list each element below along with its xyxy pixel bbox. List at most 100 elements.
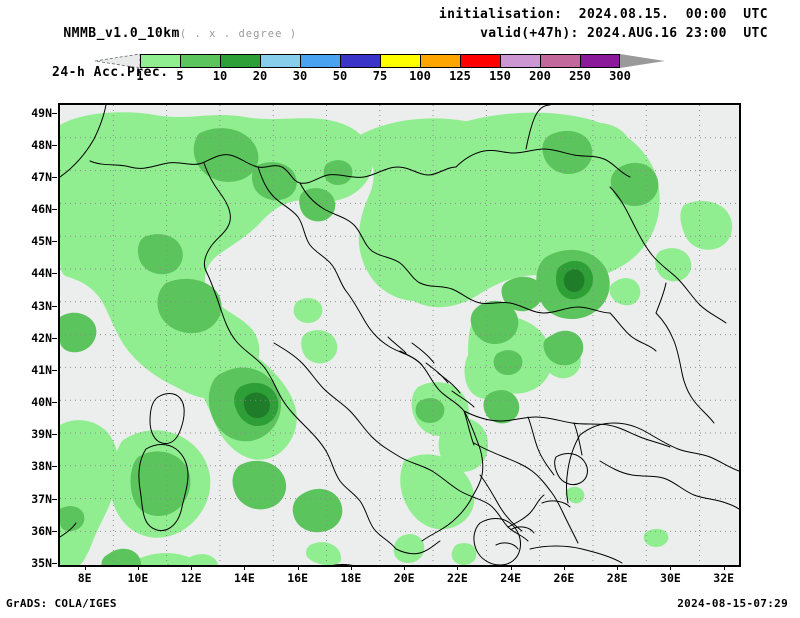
y-axis-tick bbox=[52, 112, 57, 114]
y-axis-tick bbox=[52, 369, 57, 371]
y-axis-tick bbox=[52, 530, 57, 532]
x-axis-tick bbox=[137, 565, 139, 570]
colorbar-tick-200: 200 bbox=[529, 69, 551, 83]
y-axis-tick bbox=[52, 402, 57, 404]
x-axis-tick bbox=[191, 565, 193, 570]
map-gridlines bbox=[60, 105, 739, 565]
colorbar-swatch-125 bbox=[460, 54, 500, 68]
colorbar-swatch-5 bbox=[180, 54, 220, 68]
colorbar-swatch-100 bbox=[420, 54, 460, 68]
colorbar-tick-5: 5 bbox=[176, 69, 184, 83]
y-axis-tick bbox=[52, 176, 57, 178]
colorbar-swatch-200 bbox=[540, 54, 580, 68]
x-axis-tick bbox=[404, 565, 406, 570]
x-axis-tick bbox=[244, 565, 246, 570]
colorbar-tick-250: 250 bbox=[569, 69, 591, 83]
colorbar-tick-150: 150 bbox=[489, 69, 511, 83]
colorbar-swatch-250 bbox=[580, 54, 620, 68]
precip-band-20-30 bbox=[243, 269, 585, 419]
initialisation-time: initialisation: 2024.08.15. 00:00 UTC bbox=[438, 7, 768, 22]
colorbar-swatch-75 bbox=[380, 54, 420, 68]
y-axis-tick bbox=[52, 337, 57, 339]
generation-timestamp: 2024-08-15-07:29 bbox=[677, 597, 788, 610]
x-axis-label-12E: 12E bbox=[180, 571, 202, 585]
x-axis-label-32E: 32E bbox=[713, 571, 735, 585]
colorbar-tick-125: 125 bbox=[449, 69, 471, 83]
y-axis-tick bbox=[52, 209, 57, 211]
colorbar-tick-1: 1 bbox=[136, 69, 144, 83]
colorbar-tick-30: 30 bbox=[292, 69, 308, 83]
x-axis-tick bbox=[84, 565, 86, 570]
grads-source-label: GrADS: COLA/IGES bbox=[6, 597, 117, 610]
y-axis-label-43N: 43N bbox=[31, 298, 52, 313]
colorbar-tick-50: 50 bbox=[332, 69, 348, 83]
colorbar-swatch-1 bbox=[140, 54, 180, 68]
colorbar-swatch-20 bbox=[260, 54, 300, 68]
field-name: 24-h Acc.Prec. bbox=[52, 65, 169, 80]
header-left-block: NMMB_v1.0_10km( . x . degree ) 24-h Acc.… bbox=[30, 5, 297, 82]
y-axis-label-48N: 48N bbox=[31, 137, 52, 152]
y-axis-label-37N: 37N bbox=[31, 491, 52, 506]
x-axis-tick bbox=[350, 565, 352, 570]
colorbar-swatches bbox=[140, 54, 620, 68]
precip-band-5-10 bbox=[60, 128, 659, 565]
x-axis-tick bbox=[457, 565, 459, 570]
x-axis-tick bbox=[510, 565, 512, 570]
y-axis-label-35N: 35N bbox=[31, 556, 52, 570]
y-axis-tick bbox=[52, 466, 57, 468]
x-axis-label-26E: 26E bbox=[553, 571, 575, 585]
colorbar-tick-300: 300 bbox=[609, 69, 631, 83]
valid-time: valid(+47h): 2024.AUG.16 23:00 UTC bbox=[480, 26, 768, 41]
x-axis-label-22E: 22E bbox=[447, 571, 468, 585]
y-axis-label-41N: 41N bbox=[31, 362, 52, 377]
x-axis-label-24E: 24E bbox=[500, 571, 522, 585]
x-axis-tick bbox=[563, 565, 565, 570]
map-plot-area[interactable] bbox=[58, 103, 741, 567]
x-axis-label-18E: 18E bbox=[340, 571, 362, 585]
map-coastlines bbox=[60, 105, 739, 565]
y-axis-tick bbox=[52, 498, 57, 500]
y-axis-label-44N: 44N bbox=[31, 266, 52, 281]
y-axis-label-36N: 36N bbox=[31, 523, 52, 538]
model-title-row: NMMB_v1.0_10km( . x . degree ) bbox=[30, 5, 297, 63]
x-axis-label-28E: 28E bbox=[606, 571, 628, 585]
colorbar-over-cap bbox=[620, 54, 665, 68]
colorbar-tick-75: 75 bbox=[372, 69, 388, 83]
y-axis-label-49N: 49N bbox=[31, 105, 52, 120]
x-axis-label-16E: 16E bbox=[287, 571, 309, 585]
header-right-block: initialisation: 2024.08.15. 00:00 UTC va… bbox=[439, 5, 768, 43]
colorbar-under-cap bbox=[95, 54, 140, 68]
x-axis-label-30E: 30E bbox=[660, 571, 681, 585]
y-axis-tick bbox=[52, 305, 57, 307]
x-axis-tick bbox=[670, 565, 672, 570]
x-axis-label-20E: 20E bbox=[393, 571, 415, 585]
y-axis-label-47N: 47N bbox=[31, 169, 52, 184]
y-axis-label-38N: 38N bbox=[31, 459, 52, 474]
colorbar-tick-10: 10 bbox=[212, 69, 228, 83]
y-axis-label-46N: 46N bbox=[31, 202, 52, 217]
colorbar-tick-20: 20 bbox=[252, 69, 268, 83]
colorbar-swatch-30 bbox=[300, 54, 340, 68]
x-axis-tick bbox=[723, 565, 725, 570]
colorbar-tick-100: 100 bbox=[409, 69, 431, 83]
x-axis-label-8E: 8E bbox=[77, 571, 92, 585]
model-name: NMMB_v1.0_10km bbox=[63, 26, 180, 41]
colorbar-tick-labels: 1 5 10 20 30 50 75 100 125 150 200 250 300 bbox=[136, 69, 630, 85]
model-units: ( . x . degree ) bbox=[179, 28, 298, 40]
y-axis-tick bbox=[52, 144, 57, 146]
y-axis-label-39N: 39N bbox=[31, 427, 52, 442]
colorbar-swatch-10 bbox=[220, 54, 260, 68]
x-axis-tick bbox=[297, 565, 299, 570]
x-axis-label-10E: 10E bbox=[127, 571, 149, 585]
y-axis-tick bbox=[52, 563, 57, 564]
y-axis-tick bbox=[52, 241, 57, 243]
x-axis-label-14E: 14E bbox=[234, 571, 255, 585]
precipitation-map bbox=[60, 105, 739, 565]
precipitation-colorbar: 1 5 10 20 30 50 75 100 125 150 200 250 300 bbox=[95, 54, 675, 83]
y-axis-tick bbox=[52, 273, 57, 275]
colorbar-swatch-150 bbox=[500, 54, 540, 68]
y-axis-label-45N: 45N bbox=[31, 234, 52, 249]
y-axis-label-42N: 42N bbox=[31, 330, 52, 345]
y-axis-label-40N: 40N bbox=[31, 395, 52, 410]
x-axis-tick bbox=[617, 565, 619, 570]
